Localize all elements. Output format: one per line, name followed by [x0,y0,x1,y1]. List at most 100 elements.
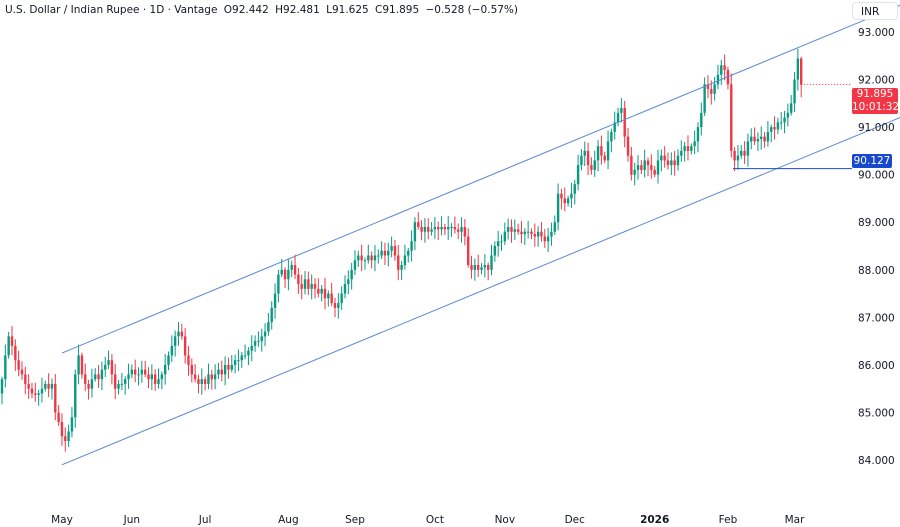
candle-body [776,122,780,130]
candle-body [626,136,630,156]
candle [17,350,20,377]
candle [586,142,590,176]
candle [640,160,643,175]
candle-body [124,379,127,384]
candle-body [197,379,200,384]
candle-body [650,165,653,170]
candle-body [696,127,700,142]
candle [760,126,763,150]
candle [277,269,280,303]
candle-body [90,379,94,389]
candle [380,241,383,259]
candle-body [237,360,240,362]
candle [793,71,796,112]
candle-body [590,165,593,170]
candle [746,133,750,167]
candle-body [97,374,100,380]
drawings[interactable] [61,4,900,466]
candle [117,379,120,395]
candle [67,424,70,448]
candle-body [496,241,500,247]
candle-body [473,265,477,270]
candle-body [100,369,104,380]
candle [450,223,453,237]
candle-body [520,231,523,235]
candle-body [573,184,576,194]
candle-body [443,226,447,230]
candle-body [653,169,656,175]
candle [790,94,793,116]
candle-body [273,293,277,308]
candle [383,242,387,265]
candle [297,268,300,294]
candle-body [297,274,300,285]
candle-body [4,355,7,380]
candle [50,378,54,400]
candle [137,367,140,386]
candle [440,216,443,236]
candle [776,117,780,135]
candle-body [27,383,30,389]
candle-body [280,269,283,275]
candle [730,73,733,158]
candle-body [397,255,400,270]
candle-body [516,229,520,232]
candle [417,212,420,230]
candle [363,257,367,270]
candle [696,122,700,153]
candle [64,427,67,452]
candle [570,182,573,208]
candle-body [786,112,790,118]
time-axis[interactable]: May Jun Jul Aug Sep Oct Nov Dec 2026 Feb Mar [51,514,805,526]
candle-body [480,267,483,270]
symbol-title[interactable]: U.S. Dollar / Indian Rupee · 1D · Vantag… [5,4,218,16]
candle [543,229,546,248]
price-tick-label: 93.000 [858,27,895,39]
candle [7,331,10,359]
candle [193,364,197,383]
candle-body [243,355,247,357]
candle-body [220,369,223,375]
candle [656,149,660,184]
candle [566,195,570,207]
candle-body [790,103,793,113]
current-price-value: 91.895 [856,88,894,100]
candle [680,140,683,162]
candle-body [327,293,330,299]
candle [60,413,64,446]
candle-body [503,231,507,242]
candle-body [227,364,230,370]
candle-body [323,288,327,299]
candle [593,150,596,177]
bar-countdown: 10:01:32 [852,100,900,113]
candle-body [57,412,60,422]
candle [427,218,430,240]
candle [553,215,556,235]
candle [750,128,753,150]
candle [187,346,190,376]
candle-body [596,146,600,161]
candle [756,132,760,151]
candle-body [703,84,706,113]
candle-body [640,165,643,170]
candle [253,335,257,352]
ohlc-high: H92.481 [275,4,320,16]
candle-body [586,150,590,166]
currency-button[interactable]: INR [852,2,898,20]
candle [770,124,773,143]
candle [94,368,97,382]
candle [676,149,680,171]
candle-body [370,255,373,261]
candle-body [476,265,480,270]
candle-body [307,279,310,289]
candle [533,223,536,247]
candle-body [543,236,546,242]
candle [753,127,756,145]
candle-body [633,169,636,175]
price-axis[interactable]: 93.000 92.000 91.000 90.000 89.000 88.000 87.0… [858,27,895,467]
candle [57,405,60,426]
candle [287,258,290,291]
candle-body [536,231,540,237]
candle [343,275,347,299]
